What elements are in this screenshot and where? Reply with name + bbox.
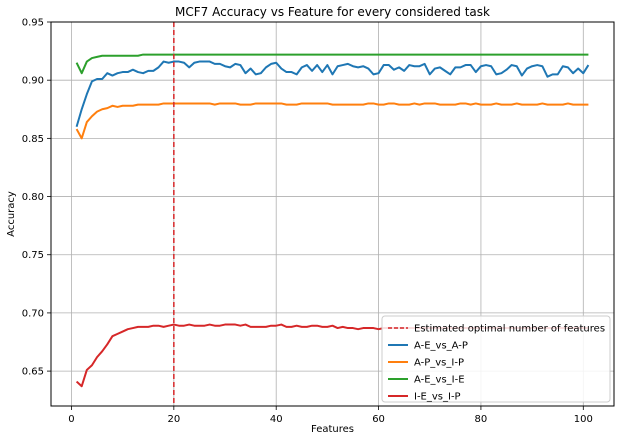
- legend-box: [381, 315, 611, 403]
- legend: Estimated optimal number of features A-E_…: [381, 315, 611, 403]
- y-tick-label: 0.85: [22, 134, 44, 145]
- x-tick-label: 100: [574, 414, 593, 425]
- legend-label: Estimated optimal number of features: [414, 324, 605, 335]
- legend-label: I-E_vs_I-P: [414, 392, 461, 403]
- legend-label: A-P_vs_I-P: [414, 358, 464, 369]
- x-axis-ticks: 0 20 40 60 80 100: [68, 406, 593, 425]
- series-line-A-P_vs_I-P: [75, 102, 589, 140]
- plot-frame: [50, 21, 615, 407]
- x-axis-label: Features: [311, 424, 354, 435]
- y-tick-label: 0.80: [22, 192, 44, 203]
- x-tick-label: 60: [372, 414, 385, 425]
- y-tick-label: 0.70: [22, 308, 44, 319]
- y-tick-label: 0.90: [22, 76, 44, 87]
- x-tick-label: 0: [68, 414, 74, 425]
- y-tick-label: 0.75: [22, 250, 44, 261]
- legend-label: A-E_vs_A-P: [414, 341, 468, 352]
- legend-label: A-E_vs_I-E: [414, 375, 465, 386]
- y-tick-label: 0.65: [22, 367, 44, 378]
- x-tick-label: 20: [167, 414, 180, 425]
- y-tick-label: 0.95: [22, 18, 44, 29]
- y-axis-ticks: 0.65 0.70 0.75 0.80 0.85 0.90 0.95: [22, 18, 51, 378]
- x-tick-label: 40: [270, 414, 283, 425]
- y-axis-label: Accuracy: [6, 191, 17, 237]
- x-tick-label: 80: [475, 414, 488, 425]
- series-line-A-E_vs_A-P: [75, 60, 590, 128]
- chart-title: MCF7 Accuracy vs Feature for every consi…: [175, 5, 490, 19]
- series-line-A-E_vs_I-E: [75, 53, 589, 75]
